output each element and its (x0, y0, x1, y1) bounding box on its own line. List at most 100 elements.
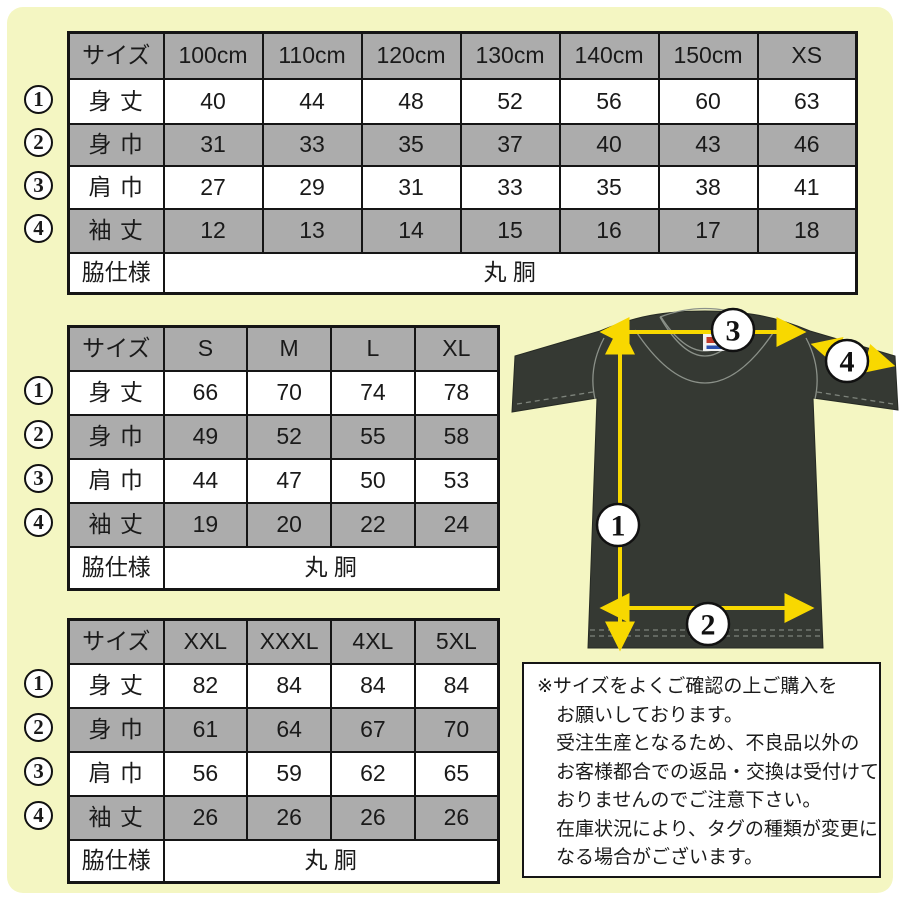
row-marker-circle: 3 (24, 170, 53, 200)
size-value-cell: 40 (162, 77, 264, 125)
side-spec-value: 丸 胴 (162, 251, 858, 295)
size-value-cell: 58 (413, 413, 500, 460)
size-value-cell: 64 (246, 706, 332, 753)
size-value-cell: 38 (657, 164, 759, 210)
size-value-cell: 56 (558, 77, 660, 125)
size-value-cell: 33 (261, 122, 363, 167)
side-spec-label: 脇仕様 (67, 545, 165, 591)
table-row: 身 丈 66 70 74 78 (67, 369, 500, 416)
size-value-cell: 33 (459, 164, 561, 210)
row-marker-circle: 1 (24, 669, 53, 698)
note-line: なる場合がございます。 (556, 847, 764, 868)
size-value-cell: 20 (246, 501, 332, 548)
row-marker-circle: 2 (24, 420, 53, 449)
marker-circle-1: 1 (595, 502, 641, 548)
column-header: XXXL (246, 618, 332, 665)
size-value-cell: 14 (360, 207, 462, 254)
size-value-cell: 43 (657, 122, 759, 167)
table-row: 身 巾 31 33 35 37 40 43 46 (67, 122, 858, 167)
size-value-cell: 52 (246, 413, 332, 460)
marker-circle-3: 3 (710, 307, 756, 353)
note-line: 在庫状況により、タグの種類が変更に (556, 818, 878, 840)
row-marker-circle: 1 (24, 84, 53, 114)
row-marker-circle: 1 (24, 376, 53, 405)
table-row: 袖 丈 19 20 22 24 (67, 501, 500, 548)
size-value-cell: 18 (756, 207, 858, 254)
table-row: 肩 巾 44 47 50 53 (67, 457, 500, 504)
size-header-label: サイズ (67, 618, 165, 665)
svg-text:1: 1 (611, 510, 626, 543)
size-table: サイズ S M L XL 身 丈 66 70 74 78 身 巾 49 52 55 58 肩 巾 44 47 50 5… (67, 325, 500, 591)
row-marker-circle: 2 (24, 128, 53, 157)
row-label: 肩 巾 (67, 164, 165, 210)
row-label: 身 巾 (67, 706, 165, 753)
table-row: 身 丈 82 84 84 84 (67, 662, 500, 709)
column-header: XXL (162, 618, 249, 665)
column-header: 140cm (558, 31, 660, 80)
table-row: 身 丈 40 44 48 52 56 60 63 (67, 77, 858, 125)
size-value-cell: 27 (162, 164, 264, 210)
table-row: 肩 巾 56 59 62 65 (67, 750, 500, 797)
size-value-cell: 61 (162, 706, 249, 753)
row-label: 袖 丈 (67, 501, 165, 548)
size-value-cell: 49 (162, 413, 249, 460)
row-label: 身 巾 (67, 122, 165, 167)
size-value-cell: 41 (756, 164, 858, 210)
size-value-cell: 16 (558, 207, 660, 254)
size-table-block-xxl-5xl: サイズ XXL XXXL 4XL 5XL 身 丈 82 84 84 84 身 巾 61 64 67 70 肩 … (24, 618, 500, 884)
size-value-cell: 59 (246, 750, 332, 797)
column-header: 4XL (330, 618, 416, 665)
size-value-cell: 60 (657, 77, 759, 125)
table-row: 袖 丈 26 26 26 26 (67, 794, 500, 841)
row-label: 袖 丈 (67, 207, 165, 254)
row-label: 肩 巾 (67, 457, 165, 504)
size-value-cell: 50 (330, 457, 416, 504)
size-value-cell: 26 (246, 794, 332, 841)
column-header: L (330, 325, 416, 372)
size-header-label: サイズ (67, 31, 165, 80)
size-value-cell: 82 (162, 662, 249, 709)
column-header: 130cm (459, 31, 561, 80)
note-line: 受注生産となるため、不良品以外の (556, 733, 860, 754)
table-row: 身 巾 61 64 67 70 (67, 706, 500, 753)
size-value-cell: 84 (413, 662, 500, 709)
row-marker-circle: 4 (24, 214, 53, 243)
row-label: 身 丈 (67, 662, 165, 709)
size-value-cell: 13 (261, 207, 363, 254)
size-table-block-s-xl: サイズ S M L XL 身 丈 66 70 74 78 身 巾 49 52 55 58 肩 巾 44 47 50 5… (24, 325, 500, 591)
size-value-cell: 19 (162, 501, 249, 548)
column-header: XS (756, 31, 858, 80)
size-value-cell: 47 (246, 457, 332, 504)
column-header: 100cm (162, 31, 264, 80)
column-header: 110cm (261, 31, 363, 80)
size-value-cell: 12 (162, 207, 264, 254)
size-table: サイズ 100cm 110cm 120cm 130cm 140cm 150cm XS 身 丈 40… (67, 31, 858, 295)
column-header: XL (413, 325, 500, 372)
size-value-cell: 17 (657, 207, 759, 254)
row-label: 袖 丈 (67, 794, 165, 841)
side-spec-label: 脇仕様 (67, 251, 165, 295)
column-header: S (162, 325, 249, 372)
row-label: 身 丈 (67, 369, 165, 416)
side-spec-label: 脇仕様 (67, 838, 165, 884)
svg-text:4: 4 (840, 346, 855, 379)
svg-text:3: 3 (726, 315, 741, 348)
size-value-cell: 65 (413, 750, 500, 797)
side-spec-value: 丸 胴 (162, 545, 500, 591)
note-line: お願いしております。 (556, 704, 743, 726)
size-value-cell: 24 (413, 501, 500, 548)
size-value-cell: 84 (246, 662, 332, 709)
note-line: おりませんのでご注意下さい。 (556, 790, 822, 811)
row-marker-circle: 2 (24, 713, 53, 742)
left-sleeve-stitch (516, 391, 594, 405)
size-value-cell: 46 (756, 122, 858, 167)
marker-circle-2: 2 (685, 601, 731, 647)
tshirt-measurement-diagram: 3 4 1 2 (511, 307, 899, 652)
size-value-cell: 70 (413, 706, 500, 753)
size-value-cell: 22 (330, 501, 416, 548)
column-header: 150cm (657, 31, 759, 80)
size-value-cell: 70 (246, 369, 332, 416)
table-row: 袖 丈 12 13 14 15 16 17 18 (67, 207, 858, 254)
size-value-cell: 74 (330, 369, 416, 416)
size-value-cell: 62 (330, 750, 416, 797)
